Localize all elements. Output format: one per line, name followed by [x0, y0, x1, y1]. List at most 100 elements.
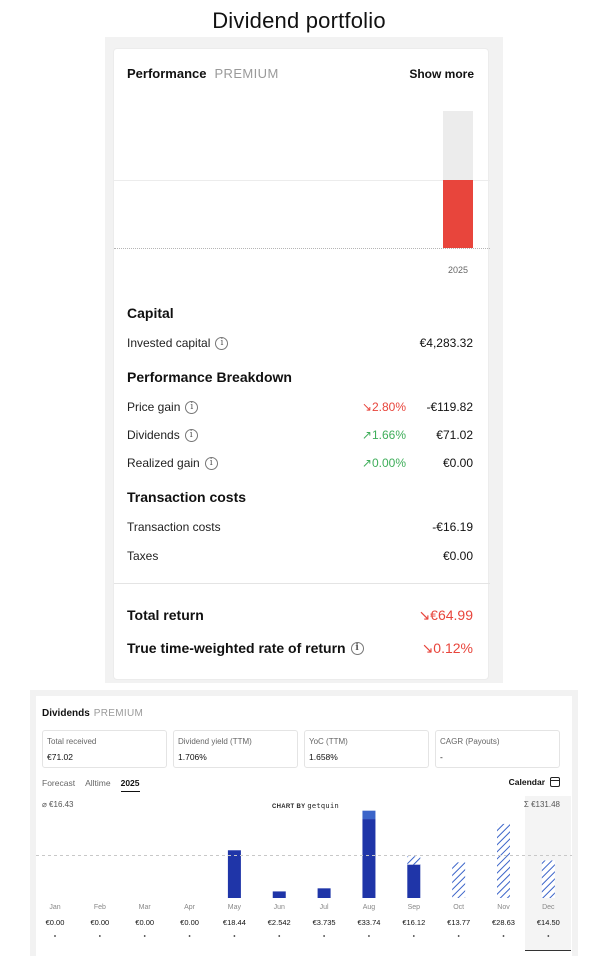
bar-nov-segment-2[interactable] [497, 823, 510, 898]
month-value-label: €16.12 [402, 918, 425, 927]
stat-value: €71.02 [47, 752, 73, 762]
tab-forecast[interactable]: Forecast [42, 778, 76, 788]
info-icon[interactable]: i [215, 336, 229, 350]
stat-dividend-yield: Dividend yield (TTM) 1.706% [173, 730, 298, 768]
month-value-label: €2.542 [268, 918, 291, 927]
invested-capital-value: €4,283.32 [419, 336, 473, 350]
chart-by-text: CHART BY [272, 804, 306, 810]
month-value-label: €33.74 [357, 918, 380, 927]
month-value-label: €0.00 [180, 918, 199, 927]
month-label: Oct [453, 904, 464, 911]
month-dot [457, 935, 460, 937]
chart-by-label: CHART BY getquin [272, 802, 339, 810]
month-value-label: €0.00 [90, 918, 109, 927]
info-icon[interactable]: i [184, 428, 198, 442]
month-dot [233, 935, 236, 937]
month-dot [278, 935, 281, 937]
realized-gain-value: €0.00 [442, 456, 473, 470]
tab-2025[interactable]: 2025 [120, 778, 140, 792]
month-dot [54, 935, 56, 937]
month-label: Nov [497, 904, 510, 911]
sum-label: Σ €131.48 [523, 800, 560, 809]
month-value-label: €0.00 [46, 918, 65, 927]
taxes-value: €0.00 [442, 549, 473, 563]
total-return-label: Total return [127, 607, 204, 623]
price-gain-pct: ↘2.80% [361, 400, 406, 414]
month-value-label: €13.77 [447, 918, 470, 927]
month-dot [143, 935, 146, 937]
ttwror-label: True time-weighted rate of return [127, 640, 346, 656]
page-title: Dividend portfolio [212, 8, 386, 33]
performance-card: Performance PREMIUM Show more 2025 Capita… [113, 48, 490, 680]
info-icon[interactable]: i [185, 400, 199, 414]
bar-may-segment-0[interactable] [227, 850, 241, 898]
show-more-link[interactable]: Show more [409, 67, 474, 81]
bar-jun-segment-0[interactable] [272, 891, 286, 898]
stat-value: - [440, 752, 443, 762]
month-label: Apr [184, 904, 196, 911]
chart-year-label: 2025 [447, 265, 469, 275]
info-icon[interactable]: i [350, 641, 364, 655]
divider [114, 583, 490, 584]
average-label: ⌀ €16.43 [42, 800, 74, 809]
tab-alltime[interactable]: Alltime [85, 778, 111, 788]
bar-dec-segment-2[interactable] [541, 860, 555, 898]
stat-label: CAGR (Payouts) [440, 737, 500, 746]
getquin-logo: getquin [307, 802, 339, 810]
stat-value: 1.706% [178, 752, 207, 762]
invested-capital-row: Invested capital i [127, 336, 229, 350]
month-label: Mar [139, 904, 152, 911]
month-label: Jun [274, 904, 285, 911]
price-gain-label: Price gain [127, 400, 181, 414]
dividends-value: €71.02 [436, 428, 473, 442]
transaction-costs-value: -€16.19 [432, 520, 473, 534]
dividends-header: Dividends PREMIUM [42, 708, 143, 719]
month-value-label: €3.735 [313, 918, 336, 927]
stat-label: Total received [47, 737, 97, 746]
bar-jul-segment-0[interactable] [317, 888, 331, 898]
dividends-card: Dividends PREMIUM Total received €71.02 D… [36, 696, 572, 956]
invested-capital-label: Invested capital [127, 336, 211, 350]
realized-gain-row: Realized gain i [127, 456, 218, 470]
taxes-label: Taxes [127, 549, 159, 563]
bar-sep-segment-0[interactable] [407, 864, 421, 898]
selected-month-underline [525, 950, 571, 951]
stat-total-received: Total received €71.02 [42, 730, 167, 768]
dividends-title: Dividends [42, 708, 90, 719]
month-dot [502, 935, 505, 937]
bar-oct-segment-2[interactable] [452, 862, 466, 898]
transaction-costs-label: Transaction costs [127, 520, 221, 534]
bar-sep-segment-2[interactable] [407, 856, 421, 865]
month-label: Sep [408, 904, 421, 911]
dividends-row: Dividends i [127, 428, 198, 442]
month-value-label: €28.63 [492, 918, 515, 927]
month-dot [547, 935, 550, 937]
stat-yoc: YoC (TTM) 1.658% [304, 730, 429, 768]
ttwror-value: ↘0.12% [421, 640, 473, 656]
month-value-label: €18.44 [223, 918, 246, 927]
info-icon[interactable]: i [204, 456, 218, 470]
performance-chart: 2025 [114, 109, 490, 279]
total-return-value: ↘€64.99 [418, 607, 473, 623]
price-gain-row: Price gain i [127, 400, 199, 414]
dividends-chart: Jan €0.00 Feb €0.00 Mar €0.00 Apr €0.00 May €18.4… [36, 810, 572, 937]
dividends-label: Dividends [127, 428, 180, 442]
calendar-button[interactable]: Calendar [509, 777, 560, 787]
breakdown-heading: Performance Breakdown [127, 369, 292, 385]
price-gain-value: -€119.82 [426, 400, 473, 414]
dividends-pct: ↗1.66% [361, 428, 406, 442]
month-label: Dec [542, 904, 555, 911]
month-dot [368, 935, 370, 937]
month-label: Aug [363, 904, 376, 911]
bar-aug-segment-1[interactable] [362, 810, 376, 820]
premium-badge: PREMIUM [93, 708, 144, 719]
transaction-costs-heading: Transaction costs [127, 489, 247, 505]
stat-cagr: CAGR (Payouts) - [435, 730, 560, 768]
bar-aug-segment-0[interactable] [362, 819, 376, 898]
chart-gridline [114, 180, 490, 181]
stat-label: Dividend yield (TTM) [178, 737, 252, 746]
performance-title: Performance [127, 66, 207, 81]
performance-bar-2025[interactable] [443, 180, 473, 248]
stat-label: YoC (TTM) [309, 737, 348, 746]
chart-zero-line [114, 248, 490, 249]
